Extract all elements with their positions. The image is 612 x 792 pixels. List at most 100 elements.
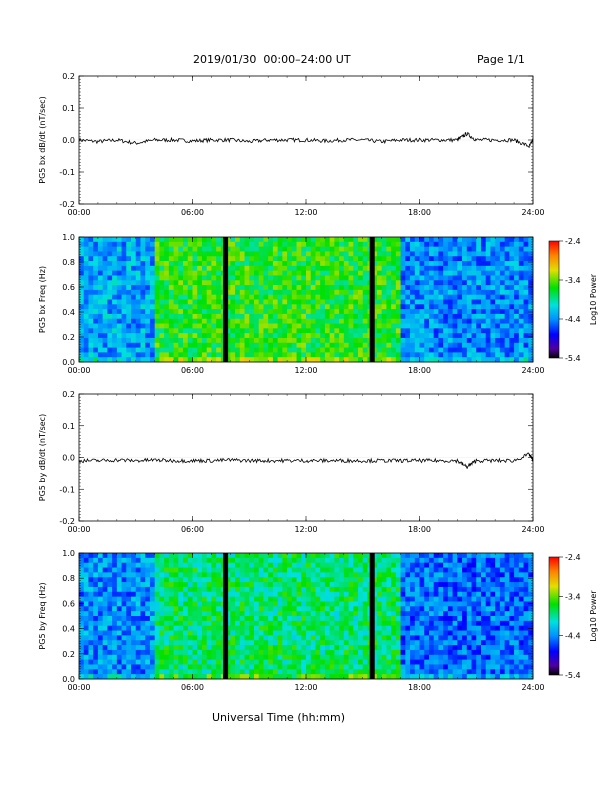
spectrogram-cell bbox=[268, 256, 274, 262]
spectrogram-cell bbox=[353, 275, 359, 281]
spectrogram-cell bbox=[339, 606, 345, 612]
spectrogram-cell bbox=[263, 601, 269, 607]
spectrogram-cell bbox=[230, 596, 236, 602]
spectrogram-cell bbox=[121, 289, 127, 296]
spectrogram-cell bbox=[107, 261, 113, 267]
spectrogram-cell bbox=[287, 261, 293, 267]
spectrogram-cell bbox=[79, 649, 85, 656]
spectrogram-cell bbox=[414, 251, 420, 257]
spectrogram-cell bbox=[485, 357, 491, 363]
spectrogram-cell bbox=[216, 577, 222, 583]
spectrogram-cell bbox=[509, 337, 515, 344]
spectrogram-cell bbox=[287, 635, 293, 641]
bx_spectrogram-panel bbox=[78, 236, 563, 363]
spectrogram-cell bbox=[504, 275, 510, 281]
spectrogram-cell bbox=[320, 280, 326, 286]
spectrogram-cell bbox=[164, 352, 170, 358]
spectrogram-cell bbox=[410, 630, 416, 636]
spectrogram-cell bbox=[145, 586, 151, 593]
spectrogram-cell bbox=[414, 674, 420, 680]
spectrogram-cell bbox=[282, 601, 288, 607]
spectrogram-cell bbox=[343, 669, 349, 675]
spectrogram-cell bbox=[438, 323, 444, 329]
spectrogram-cell bbox=[438, 299, 444, 305]
spectrogram-cell bbox=[154, 606, 160, 612]
spectrogram-cell bbox=[131, 246, 137, 252]
spectrogram-cell bbox=[428, 237, 435, 243]
spectrogram-cell bbox=[126, 630, 132, 636]
spectrogram-cell bbox=[88, 616, 94, 622]
y-tick-label: 0.0 bbox=[62, 454, 75, 463]
spectrogram-cell bbox=[306, 275, 312, 281]
spectrogram-cell bbox=[116, 649, 122, 656]
spectrogram-cell bbox=[395, 616, 401, 622]
spectrogram-cell bbox=[102, 601, 108, 607]
spectrogram-cell bbox=[197, 237, 203, 243]
spectrogram-cell bbox=[358, 289, 364, 296]
spectrogram-cell bbox=[244, 582, 250, 588]
spectrogram-cell bbox=[447, 270, 454, 276]
spectrogram-cell bbox=[121, 669, 127, 675]
spectrogram-cell bbox=[187, 586, 193, 593]
spectrogram-cell bbox=[239, 323, 245, 329]
spectrogram-cell bbox=[343, 357, 349, 363]
spectrogram-cell bbox=[315, 567, 321, 573]
spectrogram-cell bbox=[79, 285, 85, 291]
spectrogram-cell bbox=[499, 313, 506, 320]
spectrogram-cell bbox=[97, 591, 104, 598]
spectrogram-cell bbox=[518, 313, 524, 320]
spectrogram-cell bbox=[216, 562, 222, 568]
spectrogram-cell bbox=[235, 318, 241, 324]
spectrogram-cell bbox=[263, 586, 269, 593]
spectrogram-cell bbox=[239, 674, 245, 680]
spectrogram-cell bbox=[315, 270, 321, 276]
spectrogram-cell bbox=[140, 611, 146, 617]
spectrogram-cell bbox=[116, 616, 122, 622]
spectrogram-cell bbox=[149, 620, 156, 627]
spectrogram-cell bbox=[244, 294, 250, 300]
spectrogram-cell bbox=[145, 352, 151, 358]
spectrogram-cell bbox=[88, 557, 94, 564]
spectrogram-cell bbox=[514, 328, 520, 334]
spectrogram-cell bbox=[324, 640, 331, 646]
spectrogram-cell bbox=[353, 251, 359, 257]
spectrogram-cell bbox=[102, 553, 108, 559]
spectrogram-cell bbox=[272, 664, 279, 670]
spectrogram-cell bbox=[329, 659, 335, 665]
spectrogram-cell bbox=[447, 337, 454, 344]
spectrogram-cell bbox=[395, 304, 401, 310]
spectrogram-cell bbox=[107, 294, 113, 300]
spectrogram-cell bbox=[405, 275, 411, 281]
spectrogram-cell bbox=[405, 328, 411, 334]
spectrogram-cell bbox=[168, 256, 174, 262]
spectrogram-cell bbox=[310, 251, 316, 257]
spectrogram-cell bbox=[249, 304, 255, 310]
spectrogram-cell bbox=[419, 333, 425, 339]
spectrogram-cell bbox=[183, 562, 189, 568]
spectrogram-cell bbox=[211, 567, 217, 573]
spectrogram-cell bbox=[116, 347, 122, 353]
spectrogram-cell bbox=[306, 567, 312, 573]
spectrogram-cell bbox=[187, 654, 193, 661]
spectrogram-cell bbox=[310, 304, 316, 310]
spectrogram-cell bbox=[230, 659, 236, 665]
spectrogram-cell bbox=[131, 625, 137, 631]
spectrogram-cell bbox=[476, 313, 482, 320]
spectrogram-cell bbox=[353, 674, 359, 680]
spectrogram-cell bbox=[282, 294, 288, 300]
spectrogram-cell bbox=[320, 265, 326, 272]
spectrogram-cell bbox=[528, 347, 534, 353]
spectrogram-cell bbox=[499, 294, 506, 300]
spectrogram-cell bbox=[88, 313, 94, 320]
spectrogram-cell bbox=[386, 347, 392, 353]
spectrogram-cell bbox=[395, 270, 401, 276]
spectrogram-cell bbox=[424, 659, 430, 665]
spectrogram-cell bbox=[376, 342, 383, 348]
spectrogram-cell bbox=[301, 347, 307, 353]
spectrogram-cell bbox=[216, 309, 222, 315]
spectrogram-cell bbox=[235, 357, 241, 363]
spectrogram-cell bbox=[301, 304, 307, 310]
x-tick-label: 06:00 bbox=[181, 525, 204, 534]
spectrogram-cell bbox=[93, 577, 99, 583]
spectrogram-cell bbox=[471, 270, 477, 276]
